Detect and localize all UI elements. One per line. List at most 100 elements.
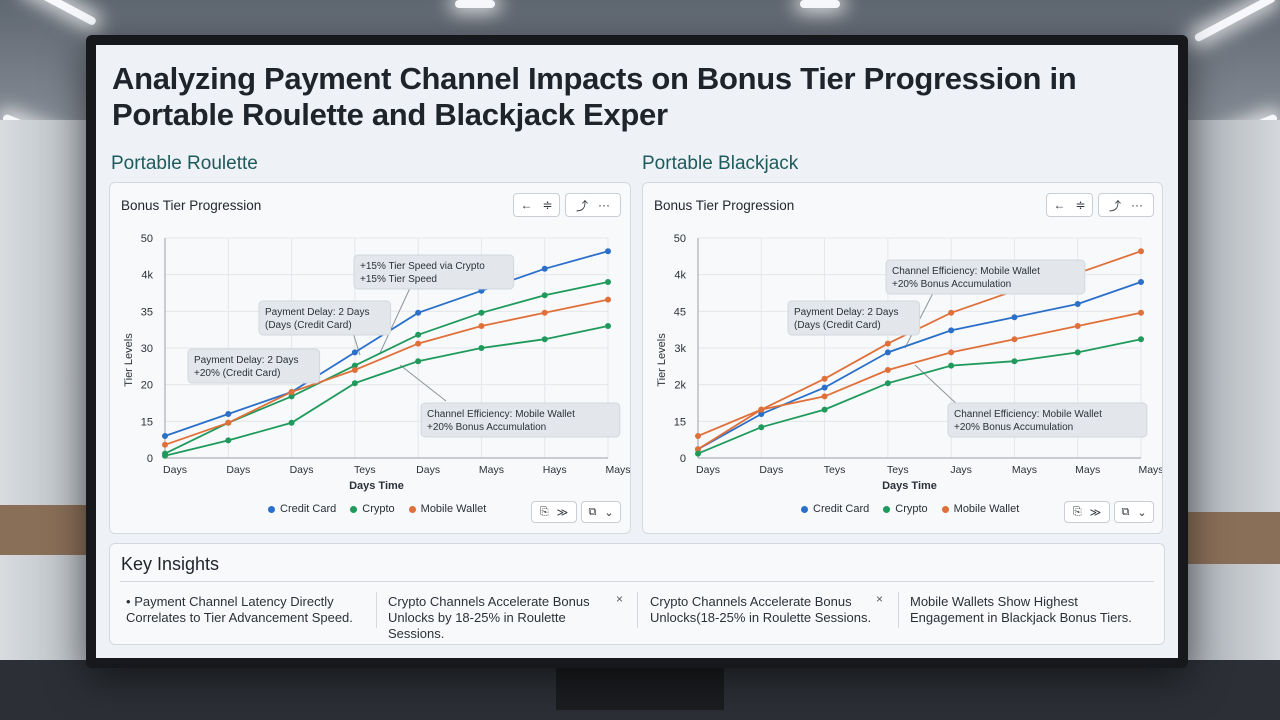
series-line [164, 325, 609, 457]
forward-icon[interactable]: ≫ [556, 506, 569, 519]
annotation-text: +20% Bonus Accumulation [892, 279, 1011, 290]
x-tick-label: Days [163, 464, 187, 476]
data-point [695, 446, 701, 453]
x-tick-label: Mays [1012, 464, 1037, 476]
chart-bottom-buttons[interactable]: ⎘ ≫ [1064, 501, 1110, 523]
view-dropdown[interactable]: ⧉ ⌄ [581, 501, 621, 523]
action-buttons[interactable]: ⤴ ··· [1098, 193, 1154, 217]
legend-item: Mobile Wallet [941, 503, 1020, 515]
annotation-box [353, 254, 515, 290]
data-point [1138, 248, 1144, 255]
annotation-text: (Days (Credit Card) [265, 320, 352, 331]
legend-item: Credit Card [801, 503, 869, 515]
x-tick-label: Jays [950, 464, 972, 476]
data-point [415, 331, 422, 338]
insight-text: Crypto Channels Accelerate Bonus Unlocks… [388, 594, 590, 641]
y-tick-label: 35 [141, 306, 153, 318]
data-point [225, 411, 232, 417]
chevron-down-icon[interactable]: ⌄ [604, 506, 614, 519]
data-point [884, 340, 891, 347]
share-icon[interactable]: ⤴ [1108, 198, 1121, 213]
data-point [695, 433, 701, 439]
data-point [605, 279, 611, 285]
series-line [697, 281, 1142, 450]
data-point [821, 375, 828, 382]
data-point [415, 340, 422, 347]
annotation-text: Channel Efficiency: Mobile Wallet [954, 409, 1102, 420]
legend-item: Crypto [883, 503, 928, 515]
chevron-down-icon[interactable]: ⌄ [1137, 506, 1147, 519]
series-line [164, 298, 609, 446]
split-icon[interactable]: ≑ [1075, 198, 1086, 212]
data-point [541, 292, 548, 299]
legend-label: Crypto [362, 503, 395, 515]
series-line [697, 311, 1142, 450]
nav-buttons[interactable]: ← ≑ [513, 193, 560, 217]
annotation-callout: Channel Efficiency: Mobile Wallet +20% Bo… [420, 402, 621, 438]
key-insights-panel: Key Insights • Payment Channel Latency D… [109, 543, 1165, 645]
layers-icon[interactable]: ⧉ [1121, 505, 1130, 518]
legend-label: Credit Card [813, 503, 870, 515]
close-icon[interactable]: × [616, 592, 624, 606]
arrow-left-icon[interactable]: ← [520, 198, 533, 212]
data-point [288, 419, 295, 426]
insight-item: Mobile Wallets Show Highest Engagement i… [910, 594, 1154, 626]
annotation-text: +15% Tier Speed via Crypto [360, 261, 485, 272]
background-desk [0, 505, 92, 555]
data-point [884, 349, 891, 356]
forward-icon[interactable]: ≫ [1089, 506, 1102, 519]
legend-marker [941, 505, 949, 513]
y-tick-label: 15 [674, 416, 686, 428]
series-line [697, 338, 1142, 455]
legend-label: Mobile Wallet [953, 503, 1020, 515]
data-point [478, 345, 485, 351]
legend-item: Mobile Wallet [408, 503, 486, 515]
layers-icon[interactable]: ⧉ [588, 505, 597, 518]
x-tick-label: Mays [605, 464, 630, 476]
share-icon[interactable]: ⤴ [575, 198, 588, 213]
more-icon[interactable]: ··· [1131, 198, 1143, 212]
view-dropdown[interactable]: ⧉ ⌄ [1114, 501, 1154, 523]
ceiling-light [455, 0, 495, 8]
copy-icon[interactable]: ⎘ [539, 505, 549, 518]
annotation-callout: Channel Efficiency: Mobile Wallet +20% Bo… [947, 402, 1148, 438]
legend-marker [801, 505, 808, 513]
data-point [948, 327, 955, 334]
annotation-text: +20% Bonus Accumulation [427, 422, 546, 433]
annotation-text: Payment Delay: 2 Days [194, 355, 299, 366]
arrow-left-icon[interactable]: ← [1053, 198, 1066, 212]
chart-legend: Credit Card Crypto Mobile Wallet [268, 503, 486, 515]
divider [120, 581, 1154, 582]
nav-buttons[interactable]: ← ≑ [1046, 193, 1093, 217]
legend-label: Credit Card [280, 503, 337, 515]
x-tick-label: Mays [1075, 464, 1100, 476]
ceiling-light [22, 0, 98, 27]
data-point [1011, 314, 1018, 321]
y-tick-label: 4k [141, 270, 153, 282]
x-axis-label: Days Time [349, 480, 404, 492]
y-tick-label: 45 [674, 306, 686, 318]
data-point [1138, 336, 1144, 343]
annotation-text: Channel Efficiency: Mobile Wallet [427, 409, 575, 420]
insight-item: • Payment Channel Latency Directly Corre… [126, 594, 362, 626]
close-icon[interactable]: × [876, 592, 884, 606]
chart-bottom-buttons[interactable]: ⎘ ≫ [531, 501, 577, 523]
split-icon[interactable]: ≑ [542, 198, 553, 212]
data-point [541, 309, 548, 316]
data-point [821, 406, 828, 413]
legend-item: Credit Card [268, 503, 336, 515]
data-point [288, 389, 295, 395]
x-tick-label: Days [226, 464, 250, 476]
action-buttons[interactable]: ⤴ ··· [565, 193, 621, 217]
copy-icon[interactable]: ⎘ [1072, 505, 1082, 518]
legend-marker [268, 505, 275, 513]
y-tick-label: 20 [141, 380, 153, 392]
insight-item: Crypto Channels Accelerate Bonus Unlocks… [650, 594, 882, 626]
ceiling-light [800, 0, 840, 8]
more-icon[interactable]: ··· [598, 198, 610, 212]
background-wall-right [1185, 120, 1280, 720]
x-tick-label: Days [759, 464, 783, 476]
data-point [605, 296, 611, 303]
data-point [1074, 301, 1081, 307]
data-point [605, 248, 611, 255]
